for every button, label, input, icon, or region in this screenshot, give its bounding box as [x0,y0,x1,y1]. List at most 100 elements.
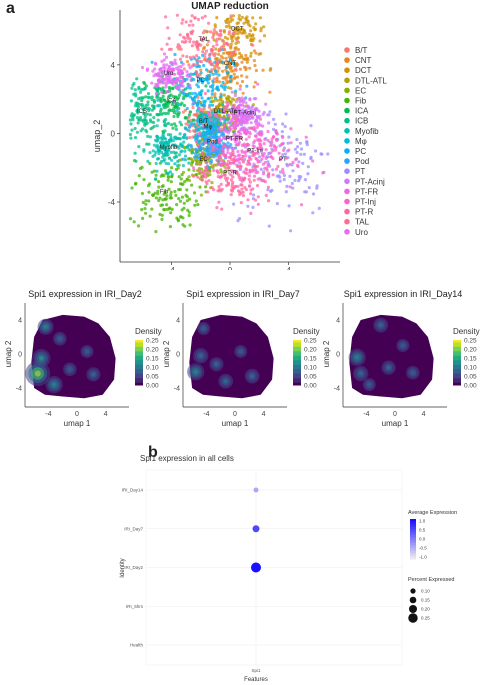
umap-cell-point [150,98,154,102]
umap-cell-point [202,45,206,50]
umap-cell-point [234,52,238,56]
umap-cell-point [163,129,167,133]
umap-legend-label: PT-Acinj [355,177,385,186]
umap-cell-point [229,42,233,46]
umap-cell-point [227,95,231,99]
umap-cell-point [232,76,237,80]
umap-cell-point [192,62,196,67]
umap-cell-point [160,159,164,163]
umap-cell-point [212,155,216,159]
umap-cell-point [211,164,215,168]
density-legend-bar [135,360,143,363]
umap-cell-point [190,163,194,167]
umap-cell-point [235,21,239,26]
umap-cell-point [265,166,269,170]
umap-cell-point [304,190,308,194]
umap-cell-point [210,62,214,66]
umap-cell-point [210,50,214,54]
umap-cell-point [144,202,148,206]
umap-cell-point [171,126,175,130]
umap-x-tick-label: 0 [228,266,233,270]
umap-cell-point [236,184,240,189]
umap-cell-point [169,180,173,184]
umap-cell-point [187,168,191,172]
umap-cell-point [297,160,301,164]
density-hotspot [386,365,391,370]
umap-cell-point [228,63,232,67]
umap-cell-point [245,111,249,115]
umap-cell-point [211,121,215,125]
umap-cell-point [254,22,258,26]
umap-cell-point [273,148,278,152]
umap-cell-point [224,155,228,159]
umap-cell-point [148,135,152,139]
umap-legend-swatch [344,158,350,164]
umap-cell-point [205,150,209,154]
umap-cell-point [233,48,237,53]
umap-cell-point [183,149,187,153]
umap-cell-point [153,61,158,65]
umap-cell-point [229,14,233,18]
umap-cluster-label: PT-Acinj [233,111,255,117]
umap-cell-point [142,178,146,182]
umap-cell-point [231,153,235,157]
umap-cell-point [232,138,237,142]
dotplot-legends: Average Expression 1.0 0.5 0.0 -0.5 -1.0 Perce… [408,510,457,623]
umap-cell-point [217,200,221,204]
umap-cell-point [276,164,280,169]
umap-cell-point [139,88,143,92]
umap-cell-point [266,129,270,134]
umap-cell-point [191,105,195,110]
umap-cell-point [248,66,252,70]
umap-cell-point [156,94,160,99]
umap-cell-point [237,106,241,110]
umap-cell-point [179,71,183,75]
umap-cell-point [193,125,197,129]
umap-cell-point [169,79,173,84]
umap-cell-point [182,67,186,71]
umap-cell-point [188,66,192,70]
umap-cell-point [191,23,195,27]
umap-cell-point [164,73,168,77]
density-legend-bar [135,362,143,366]
density-hotspot [91,372,96,377]
umap-cell-point [143,86,147,90]
umap-cell-point [171,95,175,99]
umap-cell-point [249,29,253,33]
umap-cell-point [195,172,199,177]
umap-cell-point [200,39,204,43]
umap-cell-point [185,195,189,199]
umap-cluster-label: Pod [207,140,218,146]
umap-cell-point [230,35,234,39]
umap-cell-point [191,166,196,170]
umap-cell-point [196,47,200,52]
umap-cell-point [216,189,220,193]
umap-cell-point [186,32,190,36]
umap-cluster-label: DTL-ATL [214,109,239,115]
density-legend-bar [453,380,461,384]
umap-cell-point [188,75,192,79]
umap-cell-point [204,49,209,53]
umap-cell-point [188,40,192,44]
umap-cell-point [281,122,285,126]
umap-cell-point [267,224,271,228]
density-legend-bar [453,382,461,386]
umap-cell-point [137,174,141,178]
density-hotspot [85,349,89,354]
umap-cell-point [231,113,236,117]
umap-cell-point [206,119,210,123]
umap-cell-point [218,102,222,106]
umap-cell-point [164,161,168,165]
umap-cell-point [156,98,160,102]
umap-cell-point [147,142,151,146]
umap-legend-label: ICA [355,107,369,116]
umap-title: UMAP reduction [191,1,269,12]
umap-cell-point [132,81,136,86]
umap-cell-point [200,171,204,175]
density-x-label: umap 1 [222,419,249,428]
umap-cell-point [198,185,202,189]
umap-cell-point [249,121,253,125]
umap-cell-point [220,158,224,162]
umap-cell-point [252,153,256,157]
umap-cell-point [245,142,249,146]
